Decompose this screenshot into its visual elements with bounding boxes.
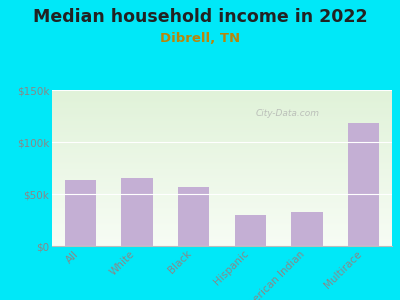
Bar — [122, 178, 152, 246]
Bar — [292, 212, 322, 246]
Bar — [235, 215, 266, 246]
Bar — [65, 181, 96, 246]
Bar — [348, 123, 379, 246]
Bar — [178, 187, 209, 246]
Text: Median household income in 2022: Median household income in 2022 — [33, 8, 367, 26]
Text: Dibrell, TN: Dibrell, TN — [160, 32, 240, 44]
Text: City-Data.com: City-Data.com — [256, 109, 320, 118]
